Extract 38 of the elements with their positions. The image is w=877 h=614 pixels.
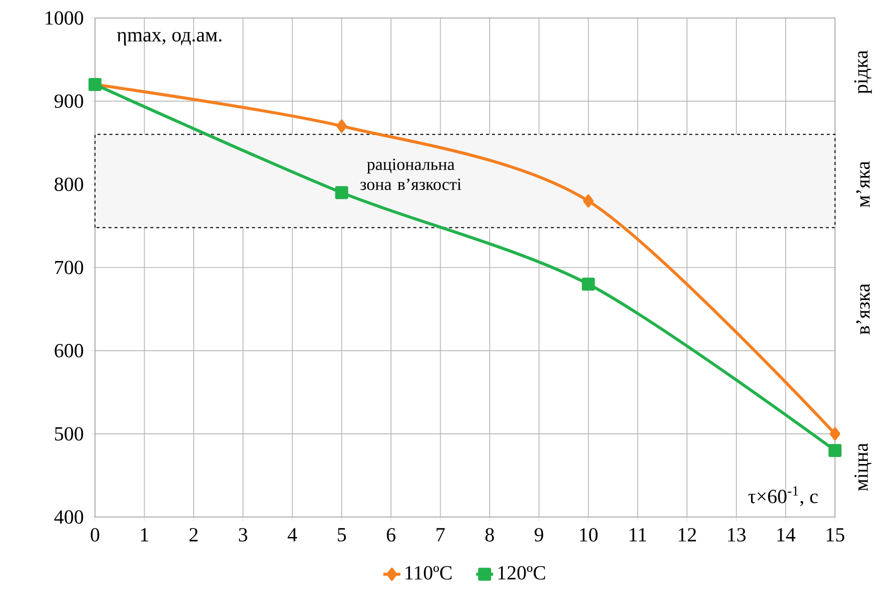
point — [336, 120, 347, 133]
y-tick-label: 900 — [54, 94, 84, 108]
band-label: раціональна зона в’язкості — [360, 158, 462, 190]
x-axis-title: τ×60$^{-1}$, с — [748, 486, 818, 506]
x-tick-label: 13 — [728, 528, 746, 542]
x-tick-label: 7 — [436, 528, 445, 542]
y-tick-label: 400 — [54, 510, 84, 524]
x-tick-label: 3 — [238, 528, 248, 542]
x-tick-label: 12 — [678, 528, 696, 542]
x-tick-label: 5 — [338, 528, 346, 542]
point — [828, 444, 842, 457]
legend-label: 120ºC — [498, 566, 546, 580]
legend-label: 110ºC — [406, 566, 452, 580]
text: в’язка — [856, 284, 870, 334]
x-tick-label: 9 — [534, 528, 544, 542]
point — [830, 427, 840, 440]
y-tick-label: 600 — [54, 344, 84, 358]
text: рідка — [854, 50, 872, 94]
point — [335, 186, 348, 200]
y-tick-label: 700 — [55, 260, 84, 274]
point — [583, 194, 594, 208]
x-tick-label: 14 — [777, 528, 796, 542]
x-tick-label: 6 — [386, 528, 396, 542]
point — [582, 278, 595, 291]
y-tick-label: 800 — [54, 178, 84, 192]
x-tick-label: 11 — [630, 528, 646, 542]
x-tick-label: 0 — [90, 528, 100, 542]
x-tick-label: 8 — [485, 528, 494, 542]
x-tick-label: 1 — [141, 528, 148, 542]
x-tick-label: 15 — [826, 528, 844, 542]
y-tick-label: 500 — [55, 427, 84, 441]
x-tick-label: 2 — [190, 528, 198, 542]
text: міцна — [854, 443, 872, 491]
y-axis-title: ηmax, од.ам. — [116, 32, 222, 46]
x-tick-label: 4 — [288, 528, 298, 542]
x-tick-label: 10 — [580, 528, 598, 542]
text: м’яка — [856, 161, 870, 208]
y-tick-label: 1000 — [46, 11, 84, 25]
